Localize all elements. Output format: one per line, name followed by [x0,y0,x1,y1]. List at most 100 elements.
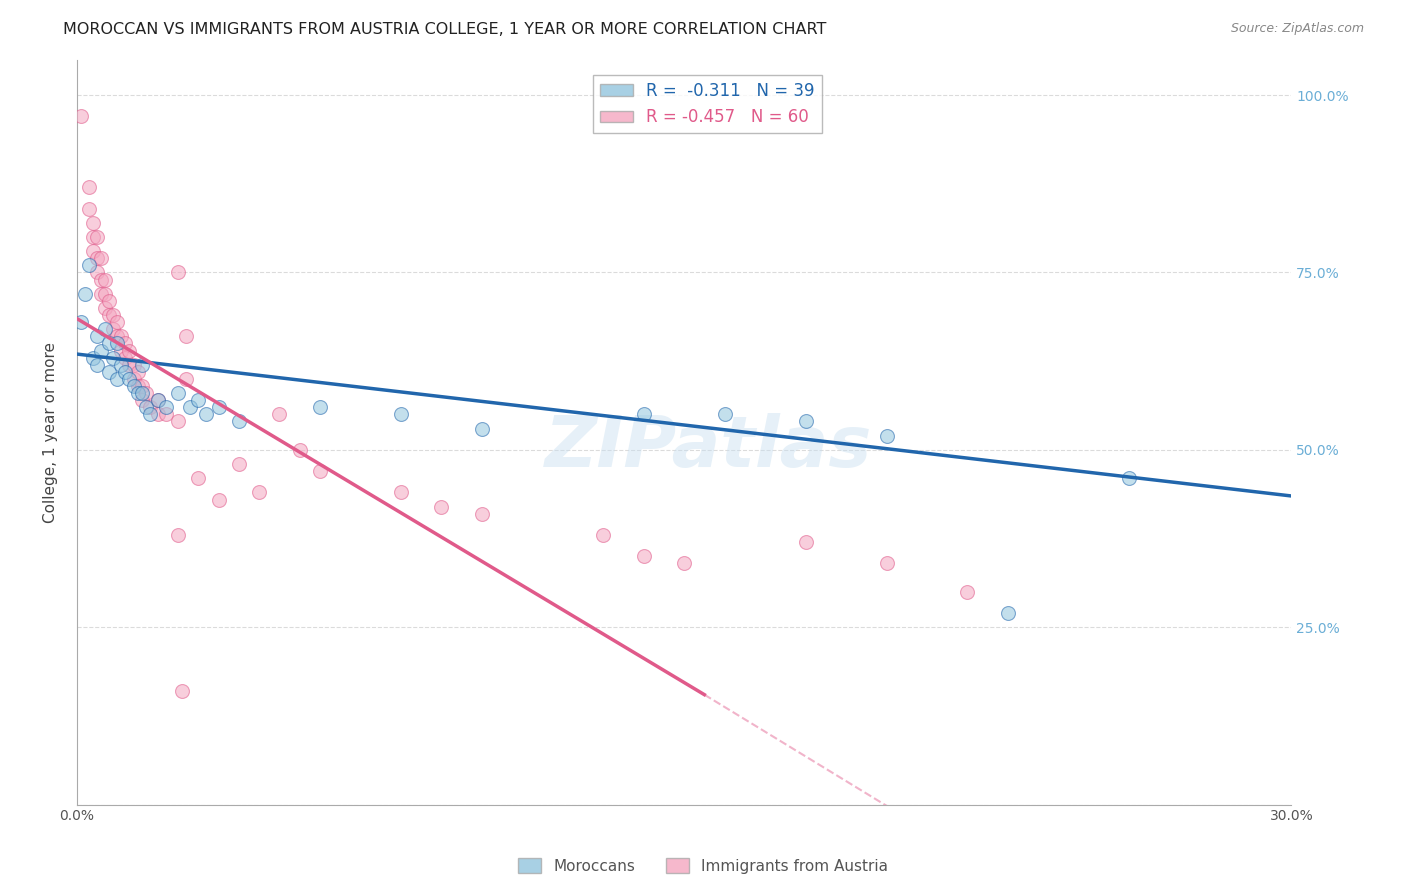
Point [94,301,117,315]
Point [127,379,149,393]
Point [70,315,93,329]
Point [82,351,104,365]
Point [103,308,125,322]
Point [131,386,153,401]
Point [118,358,141,372]
Point [122,358,145,372]
Point [90,343,112,358]
Legend: R =  -0.311   N = 39, R = -0.457   N = 60: R = -0.311 N = 39, R = -0.457 N = 60 [593,76,821,133]
Point [105,315,128,329]
Point [86,265,108,279]
Point [633,408,655,422]
Point [90,286,112,301]
Point [167,386,190,401]
Point [98,293,121,308]
Point [118,343,141,358]
Point [98,365,121,379]
Point [155,408,177,422]
Point [131,379,153,393]
Point [77,180,100,194]
Point [146,408,169,422]
Point [94,286,117,301]
Point [172,684,194,698]
Point [114,351,136,365]
Point [207,401,229,415]
Point [94,322,117,336]
Point [86,230,108,244]
Point [135,386,157,401]
Point [430,500,453,514]
Point [114,365,136,379]
Point [167,265,190,279]
Point [146,393,169,408]
Point [876,557,898,571]
Point [110,343,132,358]
Point [77,202,100,216]
Point [247,485,270,500]
Legend: Moroccans, Immigrants from Austria: Moroccans, Immigrants from Austria [512,852,894,880]
Point [308,464,330,478]
Point [138,408,160,422]
Point [167,414,190,428]
Point [956,584,979,599]
Point [389,408,412,422]
Point [86,358,108,372]
Point [187,393,209,408]
Point [389,485,412,500]
Text: ZIPatlas: ZIPatlas [544,412,872,482]
Point [105,372,128,386]
Point [187,471,209,485]
Point [86,252,108,266]
Y-axis label: College, 1 year or more: College, 1 year or more [44,342,58,523]
Point [127,386,149,401]
Point [179,401,201,415]
Point [997,606,1019,620]
Point [174,329,197,343]
Point [105,329,128,343]
Point [174,372,197,386]
Point [103,351,125,365]
Text: Source: ZipAtlas.com: Source: ZipAtlas.com [1230,22,1364,36]
Point [98,308,121,322]
Text: MOROCCAN VS IMMIGRANTS FROM AUSTRIA COLLEGE, 1 YEAR OR MORE CORRELATION CHART: MOROCCAN VS IMMIGRANTS FROM AUSTRIA COLL… [63,22,827,37]
Point [105,336,128,351]
Point [118,372,141,386]
Point [673,557,696,571]
Point [90,272,112,286]
Point [1118,471,1140,485]
Point [167,528,190,542]
Point [146,393,169,408]
Point [713,408,735,422]
Point [110,358,132,372]
Point [82,230,104,244]
Point [122,372,145,386]
Point [138,401,160,415]
Point [122,379,145,393]
Point [90,252,112,266]
Point [794,535,817,549]
Point [70,109,93,123]
Point [207,492,229,507]
Point [110,329,132,343]
Point [103,322,125,336]
Point [131,393,153,408]
Point [876,428,898,442]
Point [127,365,149,379]
Point [98,336,121,351]
Point [114,336,136,351]
Point [94,272,117,286]
Point [131,358,153,372]
Point [269,408,291,422]
Point [633,549,655,564]
Point [135,401,157,415]
Point [308,401,330,415]
Point [155,401,177,415]
Point [86,329,108,343]
Point [82,244,104,259]
Point [82,216,104,230]
Point [228,457,250,471]
Point [77,258,100,272]
Point [794,414,817,428]
Point [195,408,218,422]
Point [592,528,614,542]
